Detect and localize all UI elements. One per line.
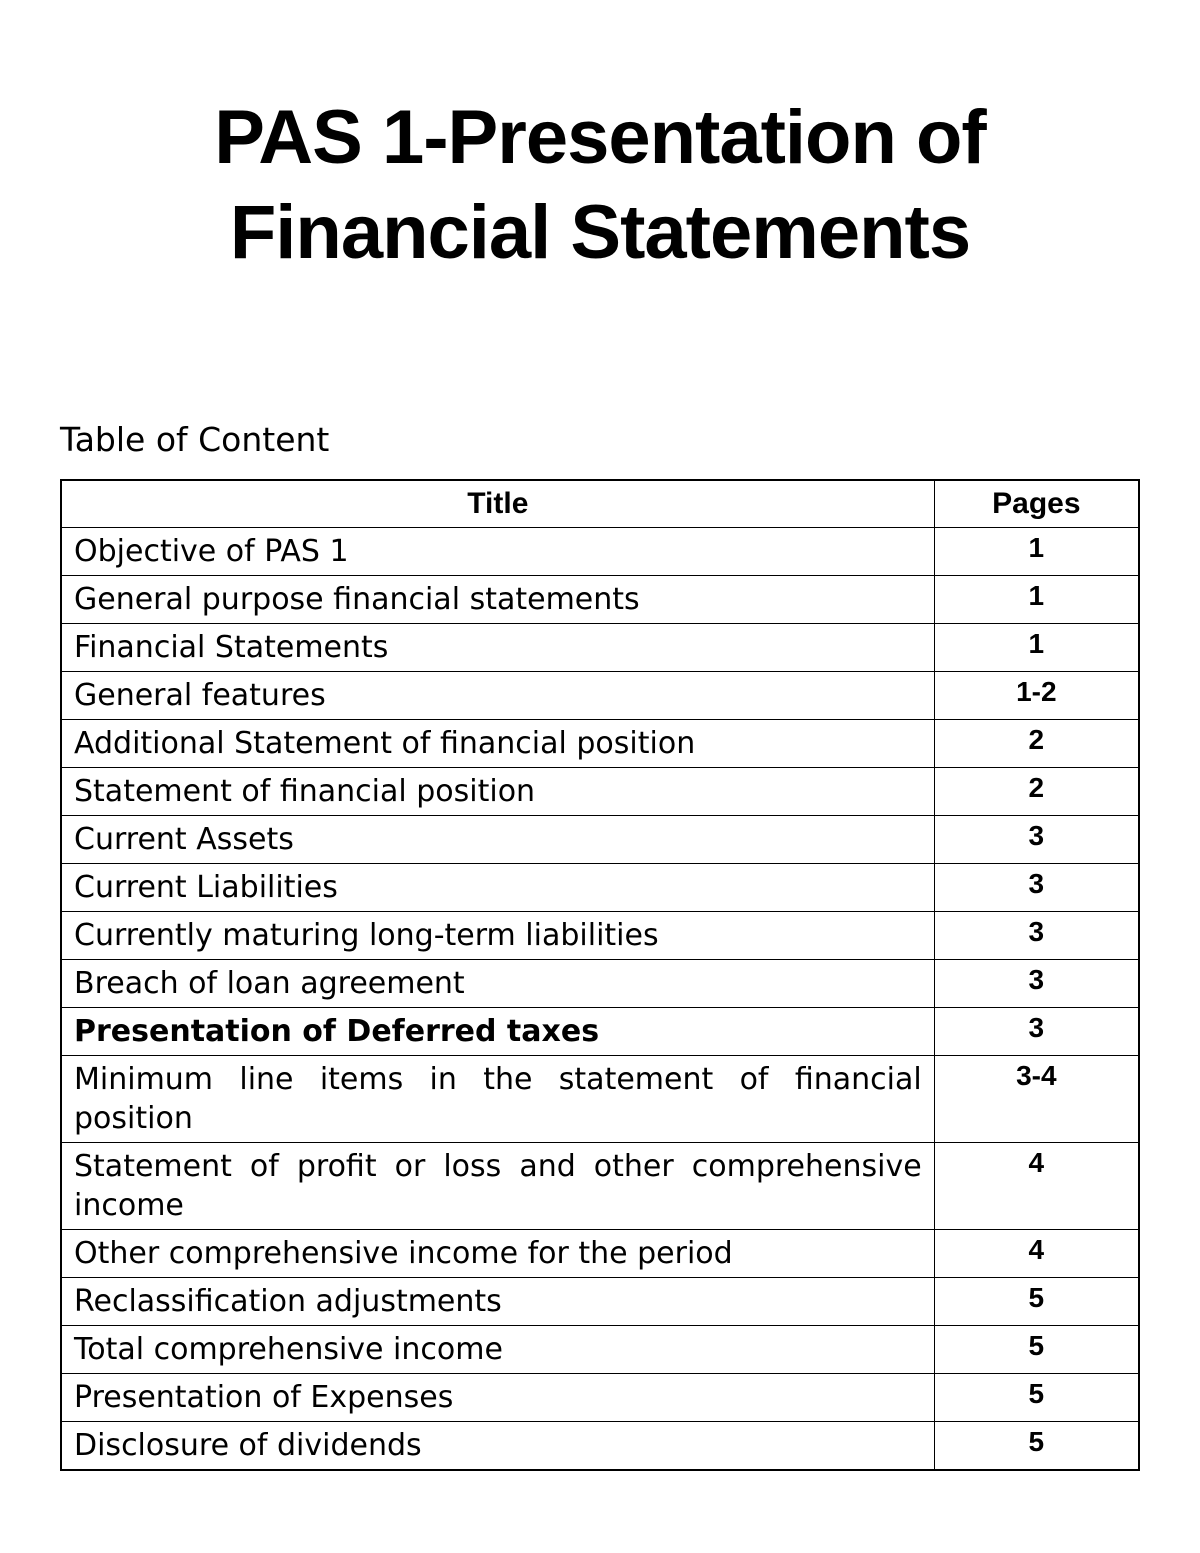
pages-cell: 1: [934, 528, 1139, 576]
pages-cell: 3: [934, 816, 1139, 864]
pages-cell: 4: [934, 1230, 1139, 1278]
pages-cell: 3: [934, 1008, 1139, 1056]
title-cell: Financial Statements: [61, 624, 934, 672]
title-cell: Disclosure of dividends: [61, 1422, 934, 1471]
title-cell: Current Assets: [61, 816, 934, 864]
table-row: Total comprehensive income5: [61, 1326, 1139, 1374]
pages-cell: 1: [934, 576, 1139, 624]
title-cell: Objective of PAS 1: [61, 528, 934, 576]
title-cell: Current Liabilities: [61, 864, 934, 912]
title-cell: Other comprehensive income for the perio…: [61, 1230, 934, 1278]
pages-cell: 5: [934, 1326, 1139, 1374]
title-cell: Presentation of Deferred taxes: [61, 1008, 934, 1056]
title-cell: Currently maturing long-term liabilities: [61, 912, 934, 960]
table-row: Objective of PAS 11: [61, 528, 1139, 576]
pages-cell: 3: [934, 912, 1139, 960]
document-title: PAS 1-Presentation of Financial Statemen…: [60, 90, 1140, 280]
pages-cell: 1: [934, 624, 1139, 672]
table-row: Currently maturing long-term liabilities…: [61, 912, 1139, 960]
pages-cell: 2: [934, 768, 1139, 816]
pages-cell: 3: [934, 960, 1139, 1008]
pages-cell: 2: [934, 720, 1139, 768]
table-row: Statement of profit or loss and other co…: [61, 1143, 1139, 1230]
table-row: Minimum line items in the statement of f…: [61, 1056, 1139, 1143]
pages-cell: 3: [934, 864, 1139, 912]
pages-cell: 4: [934, 1143, 1139, 1230]
title-cell: General purpose financial statements: [61, 576, 934, 624]
table-row: Statement of financial position2: [61, 768, 1139, 816]
title-cell: Statement of profit or loss and other co…: [61, 1143, 934, 1230]
table-row: Presentation of Expenses5: [61, 1374, 1139, 1422]
table-body: Objective of PAS 11General purpose finan…: [61, 528, 1139, 1471]
table-row: Current Liabilities3: [61, 864, 1139, 912]
title-cell: Reclassification adjustments: [61, 1278, 934, 1326]
table-row: Disclosure of dividends5: [61, 1422, 1139, 1471]
table-row: Breach of loan agreement3: [61, 960, 1139, 1008]
pages-cell: 5: [934, 1422, 1139, 1471]
title-cell: Total comprehensive income: [61, 1326, 934, 1374]
table-row: Current Assets3: [61, 816, 1139, 864]
table-header-row: Title Pages: [61, 480, 1139, 528]
pages-column-header: Pages: [934, 480, 1139, 528]
table-row: Financial Statements1: [61, 624, 1139, 672]
title-cell: Additional Statement of financial positi…: [61, 720, 934, 768]
pages-cell: 3-4: [934, 1056, 1139, 1143]
table-row: Reclassification adjustments5: [61, 1278, 1139, 1326]
title-cell: General features: [61, 672, 934, 720]
title-column-header: Title: [61, 480, 934, 528]
title-cell: Presentation of Expenses: [61, 1374, 934, 1422]
title-cell: Statement of financial position: [61, 768, 934, 816]
pages-cell: 5: [934, 1278, 1139, 1326]
table-row: Other comprehensive income for the perio…: [61, 1230, 1139, 1278]
title-cell: Minimum line items in the statement of f…: [61, 1056, 934, 1143]
toc-heading: Table of Content: [60, 420, 1140, 459]
pages-cell: 5: [934, 1374, 1139, 1422]
table-row: General features1-2: [61, 672, 1139, 720]
pages-cell: 1-2: [934, 672, 1139, 720]
title-cell: Breach of loan agreement: [61, 960, 934, 1008]
table-row: Additional Statement of financial positi…: [61, 720, 1139, 768]
table-row: General purpose financial statements1: [61, 576, 1139, 624]
table-row: Presentation of Deferred taxes3: [61, 1008, 1139, 1056]
toc-table: Title Pages Objective of PAS 11General p…: [60, 479, 1140, 1471]
